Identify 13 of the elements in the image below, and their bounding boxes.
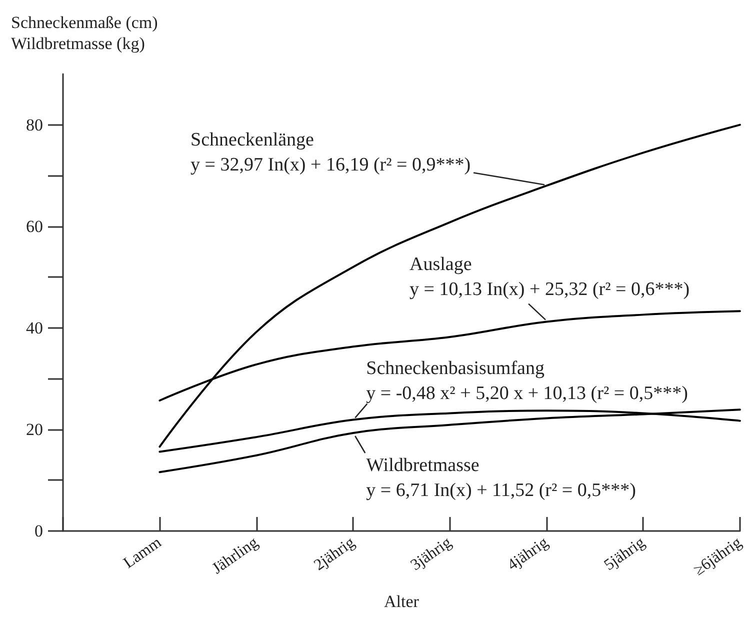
y-tick-label: 40 bbox=[26, 318, 43, 338]
annotation: Schneckenbasisumfang y = -0,48 x² + 5,20 x + 10,13 (r² = 0,5***) bbox=[366, 358, 688, 404]
y-axis-title: Schneckenmaße (cm) Wildbretmasse (kg) bbox=[11, 13, 158, 53]
x-axis-title: Alter bbox=[384, 592, 420, 611]
y-tick-label: 0 bbox=[34, 522, 43, 540]
y-tick-label: 20 bbox=[26, 420, 43, 439]
line-series bbox=[158, 408, 741, 474]
annotation: Schneckenlänge y = 32,97 In(x) + 16,19 (r² = 0,9***) bbox=[190, 130, 471, 176]
line-series bbox=[158, 124, 741, 448]
annotation: Wildbretmasse y = 6,71 In(x) + 11,52 (r² = 0,5***) bbox=[366, 455, 636, 501]
y-tick-label: 60 bbox=[26, 216, 43, 236]
y-tick-label: 80 bbox=[26, 115, 43, 134]
annotation: Auslage y = 10,13 In(x) + 25,32 (r² = 0,6***) bbox=[410, 254, 690, 300]
